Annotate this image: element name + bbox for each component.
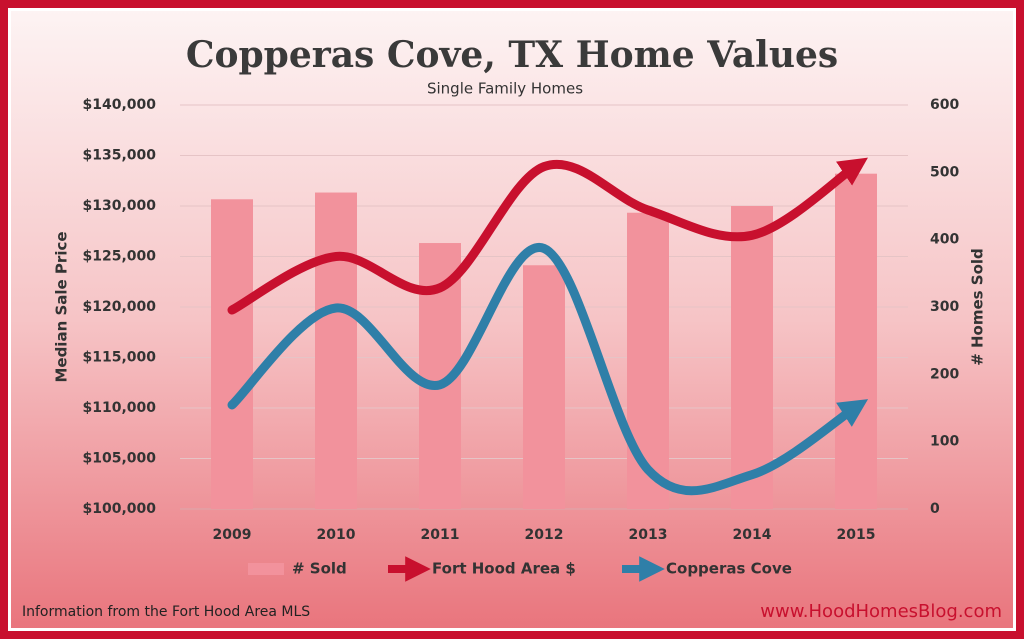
y-tick-label: $110,000: [82, 400, 156, 416]
y-tick-label: $130,000: [82, 198, 156, 214]
bar: [627, 212, 669, 509]
bar: [731, 206, 773, 509]
y-tick-label: $105,000: [82, 451, 156, 467]
bar: [315, 192, 357, 510]
y2-tick-label: 100: [930, 434, 959, 450]
website: www.HoodHomesBlog.com: [760, 601, 1002, 622]
x-tick-label: 2009: [213, 527, 252, 543]
legend-label: Copperas Cove: [666, 560, 792, 578]
x-tick-label: 2013: [629, 527, 668, 543]
y-tick-label: $140,000: [82, 97, 156, 113]
legend-swatch: [248, 563, 284, 575]
y2-tick-label: 300: [930, 299, 959, 315]
x-tick-label: 2011: [421, 527, 460, 543]
y-tick-label: $125,000: [82, 249, 156, 265]
y-tick-label: $135,000: [82, 148, 156, 164]
x-tick-label: 2010: [317, 527, 356, 543]
x-tick-label: 2012: [525, 527, 564, 543]
bar: [211, 199, 253, 509]
y-axis-label: Median Sale Price: [53, 231, 71, 382]
x-tick-label: 2014: [733, 527, 772, 543]
y-tick-label: $115,000: [82, 350, 156, 366]
line: [227, 243, 869, 496]
bar: [523, 265, 565, 509]
x-tick-label: 2015: [837, 527, 876, 543]
y2-axis-label: # Homes Sold: [969, 248, 987, 366]
y-tick-label: $100,000: [82, 501, 156, 517]
y2-tick-label: 500: [930, 164, 959, 180]
chart-title: Copperas Cove, TX Home Values: [186, 34, 838, 76]
bar: [835, 173, 877, 509]
y-tick-label: $120,000: [82, 299, 156, 315]
y2-tick-label: 400: [930, 232, 959, 248]
legend-label: Fort Hood Area $: [432, 560, 576, 578]
y2-tick-label: 600: [930, 97, 959, 113]
y2-tick-label: 200: [930, 366, 959, 382]
y2-tick-label: 0: [930, 501, 940, 517]
source-note: Information from the Fort Hood Area MLS: [22, 604, 310, 620]
line: [227, 157, 868, 315]
subtitle: Single Family Homes: [427, 80, 583, 98]
legend-label: # Sold: [292, 560, 347, 578]
